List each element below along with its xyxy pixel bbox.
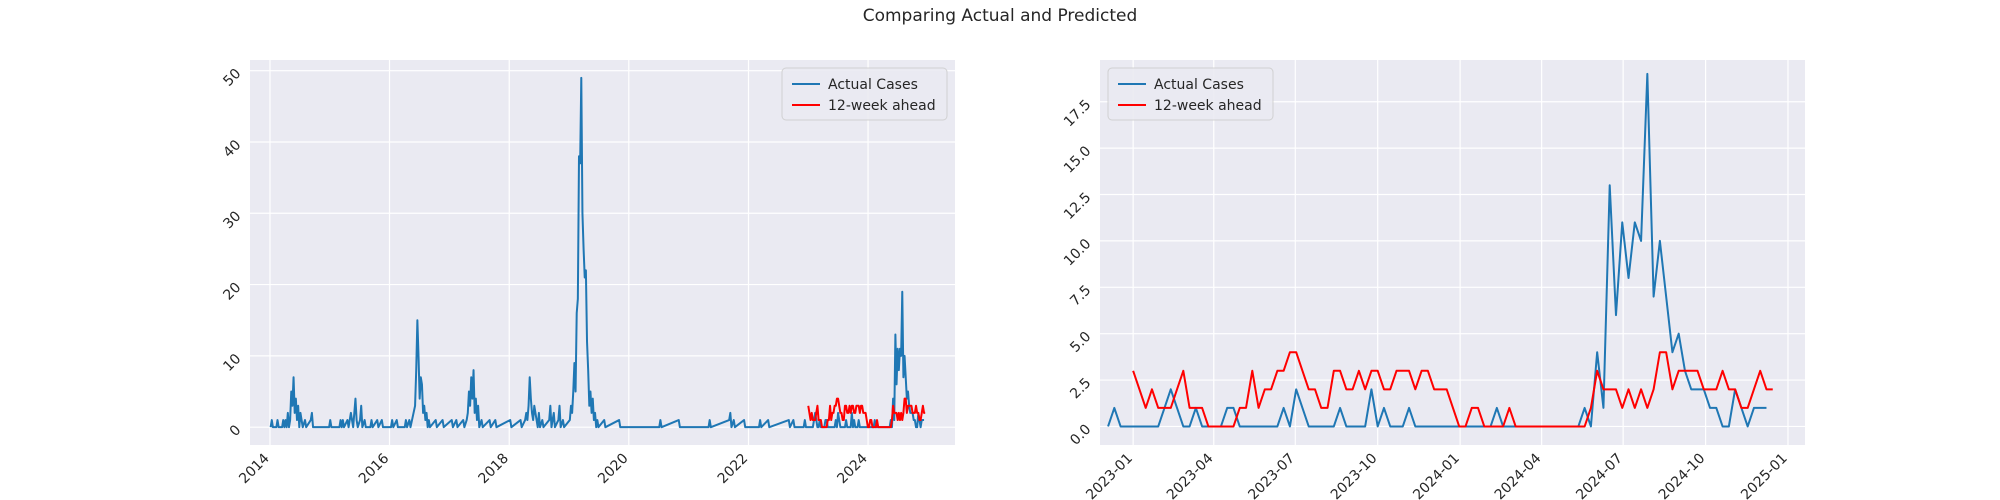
y-tick-label: 15.0 [1061, 143, 1094, 176]
y-tick-label: 40 [220, 137, 244, 161]
series-line-12-week-ahead [1132, 351, 1773, 428]
x-tick-label: 2014 [236, 450, 273, 487]
y-tick-label: 5.0 [1067, 329, 1094, 356]
y-tick-label: 12.5 [1061, 190, 1094, 223]
x-tick-label: 2023-04 [1164, 450, 1217, 500]
x-tick-label: 2022 [715, 451, 752, 488]
x-tick-label: 2024-01 [1410, 451, 1463, 500]
x-tick-label: 2018 [476, 451, 513, 488]
x-tick-label: 2023-10 [1328, 451, 1381, 500]
y-tick-label: 10.0 [1061, 236, 1094, 269]
legend: Actual Cases 12-week ahead [781, 67, 948, 121]
y-tick-label: 17.5 [1061, 97, 1094, 130]
legend-label: Actual Cases [1154, 77, 1244, 93]
panel-1: 2014 2016 2018 2020 2022 2024 0 10 20 30 40 50 Actua… [220, 60, 955, 487]
series-line-actual-cases [269, 76, 925, 429]
y-tick-label: 20 [220, 280, 244, 304]
y-tick-label: 0 [227, 422, 245, 440]
legend-label: 12-week ahead [1154, 98, 1262, 114]
panel-2: 2023-01 2023-04 2023-07 2023-10 2024-01 2024-… [1061, 60, 1805, 500]
y-tick-label: 50 [220, 66, 244, 90]
x-tick-label: 2016 [356, 450, 393, 487]
legend: Actual Cases 12-week ahead [1107, 67, 1274, 121]
series-line-12-week-ahead [807, 397, 926, 429]
x-tick-label: 2025-01 [1738, 451, 1791, 500]
legend-label: Actual Cases [828, 77, 918, 93]
x-tick-label: 2023-01 [1083, 451, 1136, 500]
plot-area [250, 60, 955, 445]
y-tick-label: 10 [220, 351, 244, 375]
x-tick-label: 2024-04 [1492, 450, 1545, 500]
y-tick-label: 7.5 [1067, 282, 1094, 309]
legend-label: 12-week ahead [828, 98, 936, 114]
x-tick-label: 2024-07 [1573, 451, 1626, 500]
figure-title: Comparing Actual and Predicted [862, 6, 1138, 26]
y-tick-label: 30 [220, 208, 244, 232]
y-tick-label: 0.0 [1067, 421, 1094, 448]
x-tick-label: 2024-10 [1656, 451, 1709, 500]
x-tick-label: 2020 [595, 451, 632, 488]
x-tick-label: 2024 [834, 450, 871, 487]
y-tick-label: 2.5 [1067, 375, 1094, 402]
x-tick-label: 2023-07 [1245, 451, 1298, 500]
